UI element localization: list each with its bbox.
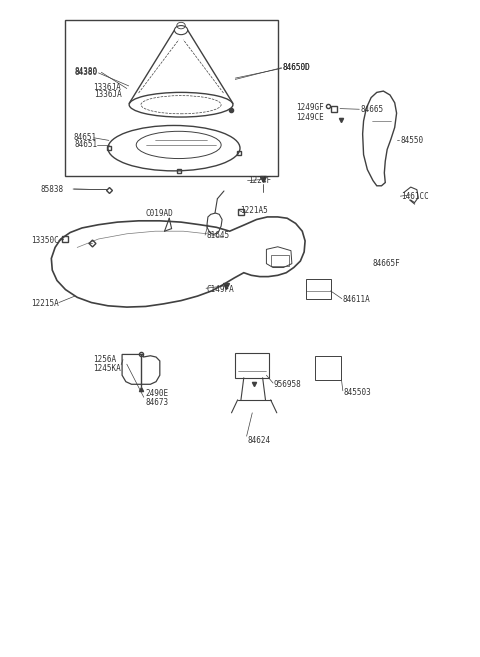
Text: 84665: 84665 (360, 104, 384, 114)
Text: 84650D: 84650D (282, 63, 310, 72)
Text: 1245KA: 1245KA (93, 364, 120, 373)
Text: 1224F: 1224F (249, 176, 272, 185)
Text: 1249CE: 1249CE (296, 112, 324, 122)
Bar (235, 353, 269, 378)
Text: 84380: 84380 (75, 68, 98, 77)
Text: 84624: 84624 (248, 436, 271, 445)
Text: 84665F: 84665F (372, 259, 400, 268)
Text: C149FA: C149FA (207, 285, 235, 294)
Text: 2490E: 2490E (145, 389, 169, 398)
Text: 84651: 84651 (75, 141, 98, 149)
Text: 81645: 81645 (206, 231, 229, 240)
Bar (306, 279, 331, 299)
Text: 13350C: 13350C (32, 236, 59, 245)
Text: 84550: 84550 (400, 136, 423, 145)
Text: 1221A5: 1221A5 (240, 206, 268, 215)
Text: 1256A: 1256A (93, 355, 116, 364)
Text: 1249GF: 1249GF (296, 103, 324, 112)
Bar (65, 20, 278, 176)
Text: 84380: 84380 (75, 67, 98, 76)
Text: 956958: 956958 (274, 380, 302, 389)
Text: 1336JA: 1336JA (93, 83, 120, 92)
Text: 1336JA: 1336JA (94, 91, 121, 99)
Text: 84611A: 84611A (343, 296, 371, 304)
Text: 1461CC: 1461CC (401, 192, 429, 200)
Bar (271, 254, 288, 266)
Text: C019AD: C019AD (145, 208, 173, 217)
Bar (315, 355, 341, 380)
Text: 84651: 84651 (74, 133, 97, 143)
Text: 84650D: 84650D (282, 63, 310, 72)
Text: 12215A: 12215A (32, 300, 59, 308)
Text: 845503: 845503 (344, 388, 372, 397)
Text: 84673: 84673 (145, 398, 169, 407)
Text: 85838: 85838 (41, 185, 64, 194)
